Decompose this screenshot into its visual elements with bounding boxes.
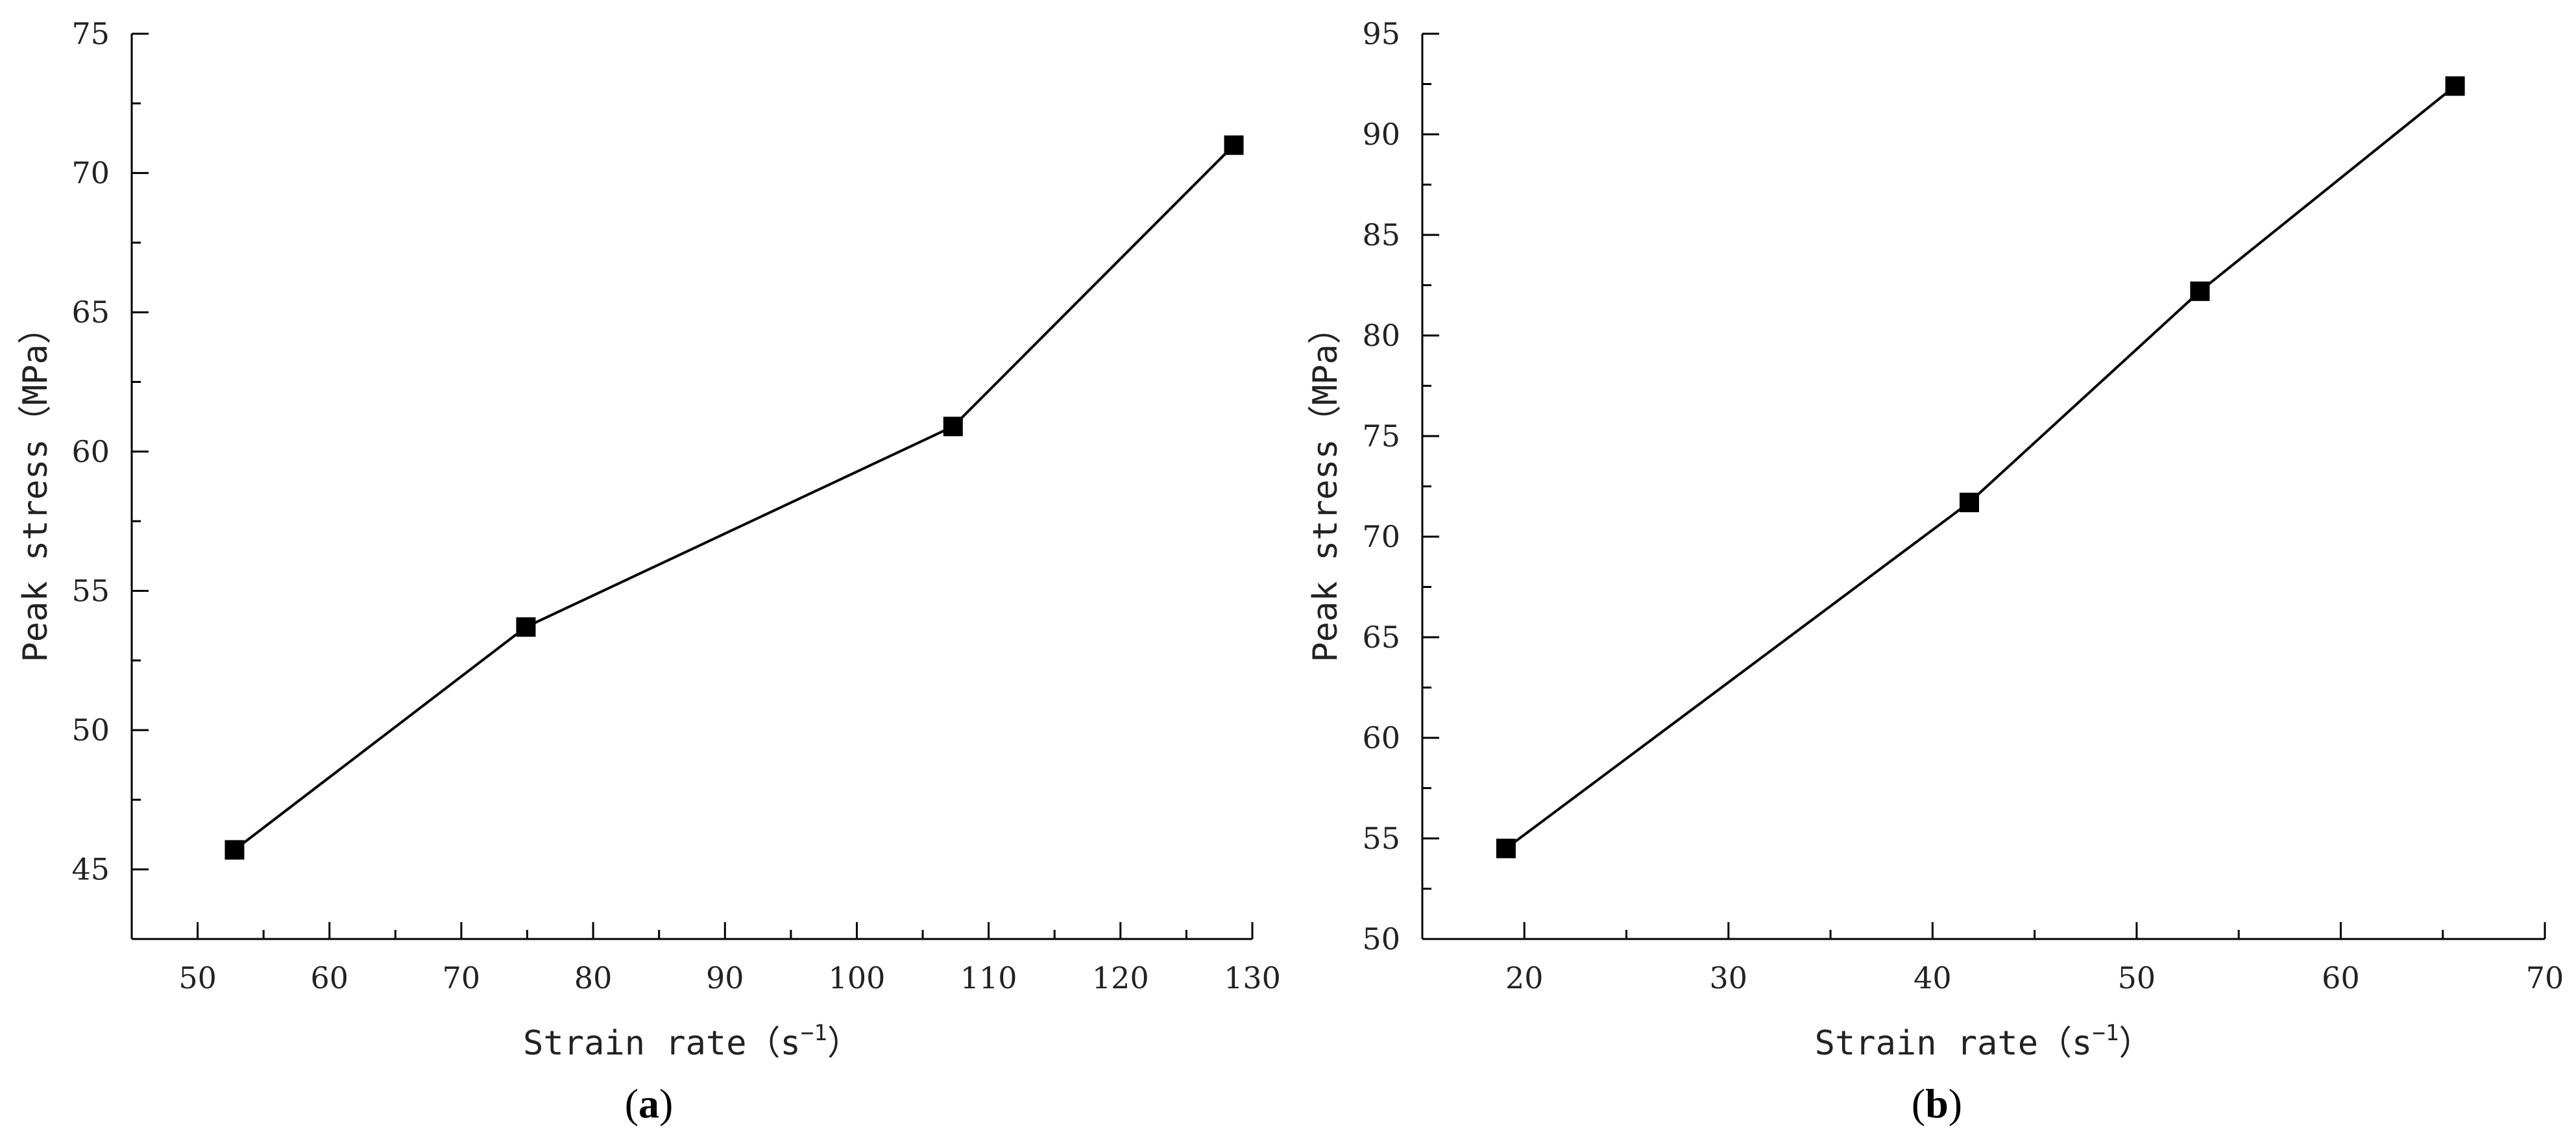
chart-a-x-tick-label: 80 [574,960,613,995]
chart-a-y-tick-label: 70 [71,156,110,191]
chart-a-data-point [1224,135,1244,155]
chart-b-x-tick-label: 70 [2526,960,2564,995]
chart-b-panel-label: (b) [1912,1080,1962,1127]
chart-a-data-point [225,840,245,860]
chart-a-x-tick-label: 130 [1224,960,1281,995]
chart-b-data-point [1959,493,1979,513]
chart-a-x-axis-title: Strain rate（s−1） [523,1020,861,1063]
chart-b-y-tick-label: 50 [1362,921,1400,957]
chart-a-data-point [516,617,536,637]
chart-b-y-tick-label: 80 [1362,318,1400,353]
chart-a-x-tick-label: 60 [310,960,348,995]
chart-a-y-tick-label: 45 [71,852,110,887]
chart-a-y-tick-label: 60 [71,434,110,469]
chart-b-y-axis-title: Peak stress（MPa） [1306,310,1345,662]
chart-b-y-tick-label: 90 [1362,117,1400,152]
chart-a-y-tick-label: 65 [71,295,110,330]
chart-b-y-tick-label: 85 [1362,217,1400,252]
chart-panel-b: 20 30 40 50 60 70 50 55 60 65 70 75 80 85 90 95 Strain r… [1306,16,2564,1127]
chart-a-x-tick-label: 70 [443,960,481,995]
chart-b-y-tick-label: 60 [1362,720,1400,755]
chart-a-x-tick-label: 90 [706,960,744,995]
chart-b-y-tick-label: 70 [1362,519,1400,554]
chart-b-data-point [2190,281,2210,301]
chart-b-x-tick-label: 60 [2322,960,2360,995]
chart-a-x-tick-label: 120 [1092,960,1149,995]
chart-a-y-axis-title: Peak stress（MPa） [16,310,55,662]
chart-b-y-tick-label: 65 [1362,620,1400,655]
chart-a-x-tick-label: 50 [178,960,217,995]
chart-b-x-axis-title: Strain rate（s−1） [1815,1020,2153,1063]
chart-b-data-point [2445,76,2465,96]
chart-b-y-tick-label: 55 [1362,821,1400,856]
chart-b-x-tick-label: 50 [2118,960,2156,995]
chart-b-x-tick-label: 30 [1710,960,1748,995]
chart-a-panel-label: (a) [625,1080,674,1127]
chart-panel-a: 50 60 70 80 90 100 110 120 130 45 50 55 60 65 70 75 Stra… [16,16,1281,1127]
chart-b-x-tick-label: 20 [1505,960,1544,995]
chart-a-data-point [943,417,963,437]
chart-a-x-tick-label: 110 [960,960,1017,995]
chart-a-y-tick-label: 50 [71,713,110,748]
chart-b-y-tick-label: 95 [1362,16,1400,51]
chart-b-x-tick-label: 40 [1914,960,1952,995]
chart-a-y-tick-label: 75 [71,16,110,51]
chart-b-series-line [1505,85,2456,850]
chart-b-data-point [1496,838,1516,859]
chart-a-series-line [234,144,1235,851]
chart-b-y-tick-label: 75 [1362,419,1400,454]
chart-a-x-tick-label: 100 [829,960,886,995]
chart-a-y-tick-label: 55 [71,573,110,608]
